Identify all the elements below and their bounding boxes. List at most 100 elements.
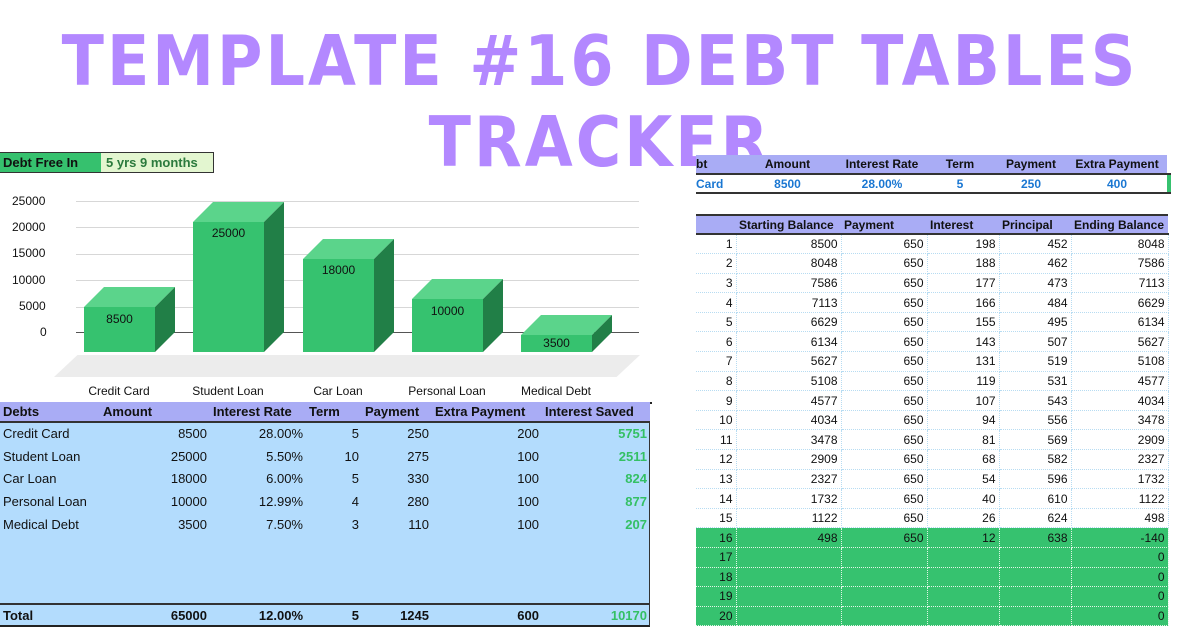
value-cell[interactable]: 650 [841, 273, 928, 294]
value-cell[interactable]: 4034 [1071, 390, 1169, 411]
value-cell[interactable]: 638 [999, 527, 1072, 548]
value-cell[interactable]: 650 [841, 469, 928, 490]
value-cell[interactable]: 7586 [736, 273, 842, 294]
period-cell[interactable]: 20 [696, 606, 737, 627]
value-cell[interactable]: 40 [927, 488, 1000, 509]
value-cell[interactable]: 1122 [1071, 488, 1169, 509]
value-cell[interactable]: 7113 [1071, 273, 1169, 294]
table-row[interactable]: Credit Card 8500 28.00% 5 250 200 5751 [3, 426, 647, 442]
value-cell[interactable]: 650 [841, 234, 928, 255]
value-cell[interactable]: 0 [1071, 586, 1169, 607]
value-cell[interactable]: 81 [927, 429, 1000, 451]
selected-debt-row[interactable]: Card 8500 28.00% 5 250 400 [696, 173, 1171, 194]
value-cell[interactable]: 650 [841, 527, 928, 548]
value-cell[interactable]: 5108 [736, 371, 842, 392]
value-cell[interactable]: 1732 [1071, 469, 1169, 490]
value-cell[interactable]: 462 [999, 253, 1072, 274]
period-cell[interactable]: 17 [696, 547, 737, 568]
value-cell[interactable] [841, 547, 928, 568]
value-cell[interactable] [927, 567, 1000, 588]
table-row[interactable]: 1 8500 650 198 452 8048 [696, 234, 1169, 255]
value-cell[interactable]: 68 [927, 449, 1000, 470]
value-cell[interactable] [736, 606, 842, 627]
value-cell[interactable]: 5627 [736, 351, 842, 372]
table-row[interactable]: 11 3478 650 81 569 2909 [696, 429, 1169, 451]
value-cell[interactable] [841, 567, 928, 588]
value-cell[interactable]: 7113 [736, 292, 842, 313]
period-cell[interactable]: 19 [696, 586, 737, 607]
value-cell[interactable]: 650 [841, 449, 928, 470]
value-cell[interactable]: 650 [841, 331, 928, 353]
period-cell[interactable]: 1 [696, 234, 737, 255]
value-cell[interactable]: 650 [841, 253, 928, 274]
value-cell[interactable]: 507 [999, 331, 1072, 353]
value-cell[interactable]: 4034 [736, 410, 842, 431]
period-cell[interactable]: 10 [696, 410, 737, 431]
value-cell[interactable]: 131 [927, 351, 1000, 372]
value-cell[interactable]: 166 [927, 292, 1000, 313]
value-cell[interactable]: 8500 [736, 234, 842, 255]
value-cell[interactable] [927, 606, 1000, 627]
value-cell[interactable]: 3478 [1071, 410, 1169, 431]
period-cell[interactable]: 9 [696, 390, 737, 411]
value-cell[interactable] [736, 586, 842, 607]
value-cell[interactable]: 7586 [1071, 253, 1169, 274]
value-cell[interactable]: 5627 [1071, 331, 1169, 353]
value-cell[interactable] [927, 547, 1000, 568]
table-row[interactable]: 9 4577 650 107 543 4034 [696, 390, 1169, 411]
value-cell[interactable]: 0 [1071, 606, 1169, 627]
bar-credit-card[interactable]: 8500 [84, 174, 175, 352]
bar-personal-loan[interactable]: 10000 [412, 174, 503, 352]
table-row[interactable]: 6 6134 650 143 507 5627 [696, 331, 1169, 353]
table-row[interactable]: 8 5108 650 119 531 4577 [696, 371, 1169, 392]
value-cell[interactable]: 650 [841, 508, 928, 529]
value-cell[interactable]: 650 [841, 312, 928, 333]
value-cell[interactable]: 8048 [1071, 234, 1169, 255]
value-cell[interactable]: 1122 [736, 508, 842, 529]
value-cell[interactable]: 4577 [1071, 371, 1169, 392]
period-cell[interactable]: 14 [696, 488, 737, 509]
period-cell[interactable]: 4 [696, 292, 737, 313]
value-cell[interactable]: 3478 [736, 429, 842, 451]
table-row[interactable]: 3 7586 650 177 473 7113 [696, 273, 1169, 294]
value-cell[interactable]: 531 [999, 371, 1072, 392]
table-row[interactable]: 10 4034 650 94 556 3478 [696, 410, 1169, 431]
value-cell[interactable]: -140 [1071, 527, 1169, 548]
table-row[interactable]: 5 6629 650 155 495 6134 [696, 312, 1169, 333]
value-cell[interactable]: 54 [927, 469, 1000, 490]
value-cell[interactable]: 650 [841, 351, 928, 372]
value-cell[interactable]: 107 [927, 390, 1000, 411]
value-cell[interactable]: 519 [999, 351, 1072, 372]
value-cell[interactable]: 198 [927, 234, 1000, 255]
period-cell[interactable]: 2 [696, 253, 737, 274]
table-row[interactable]: 18 0 [696, 567, 1169, 588]
value-cell[interactable]: 6629 [1071, 292, 1169, 313]
value-cell[interactable]: 495 [999, 312, 1072, 333]
value-cell[interactable]: 650 [841, 410, 928, 431]
value-cell[interactable]: 4577 [736, 390, 842, 411]
value-cell[interactable] [999, 586, 1072, 607]
value-cell[interactable]: 582 [999, 449, 1072, 470]
value-cell[interactable]: 650 [841, 292, 928, 313]
value-cell[interactable] [736, 547, 842, 568]
period-cell[interactable]: 12 [696, 449, 737, 470]
table-row[interactable]: Student Loan 25000 5.50% 10 275 100 2511 [3, 448, 647, 464]
bar-car-loan[interactable]: 18000 [303, 174, 394, 352]
value-cell[interactable]: 596 [999, 469, 1072, 490]
table-row[interactable]: 20 0 [696, 606, 1169, 627]
table-row[interactable]: 12 2909 650 68 582 2327 [696, 449, 1169, 470]
value-cell[interactable]: 0 [1071, 547, 1169, 568]
period-cell[interactable]: 8 [696, 371, 737, 392]
period-cell[interactable]: 13 [696, 469, 737, 490]
bar-student-loan[interactable]: 25000 [193, 174, 284, 352]
value-cell[interactable] [841, 586, 928, 607]
table-row[interactable]: Medical Debt 3500 7.50% 3 110 100 207 [3, 516, 647, 532]
value-cell[interactable]: 650 [841, 488, 928, 509]
value-cell[interactable]: 543 [999, 390, 1072, 411]
table-row[interactable]: 13 2327 650 54 596 1732 [696, 469, 1169, 490]
value-cell[interactable]: 2909 [736, 449, 842, 470]
value-cell[interactable]: 8048 [736, 253, 842, 274]
value-cell[interactable]: 2327 [1071, 449, 1169, 470]
value-cell[interactable]: 1732 [736, 488, 842, 509]
table-row[interactable]: 19 0 [696, 586, 1169, 607]
